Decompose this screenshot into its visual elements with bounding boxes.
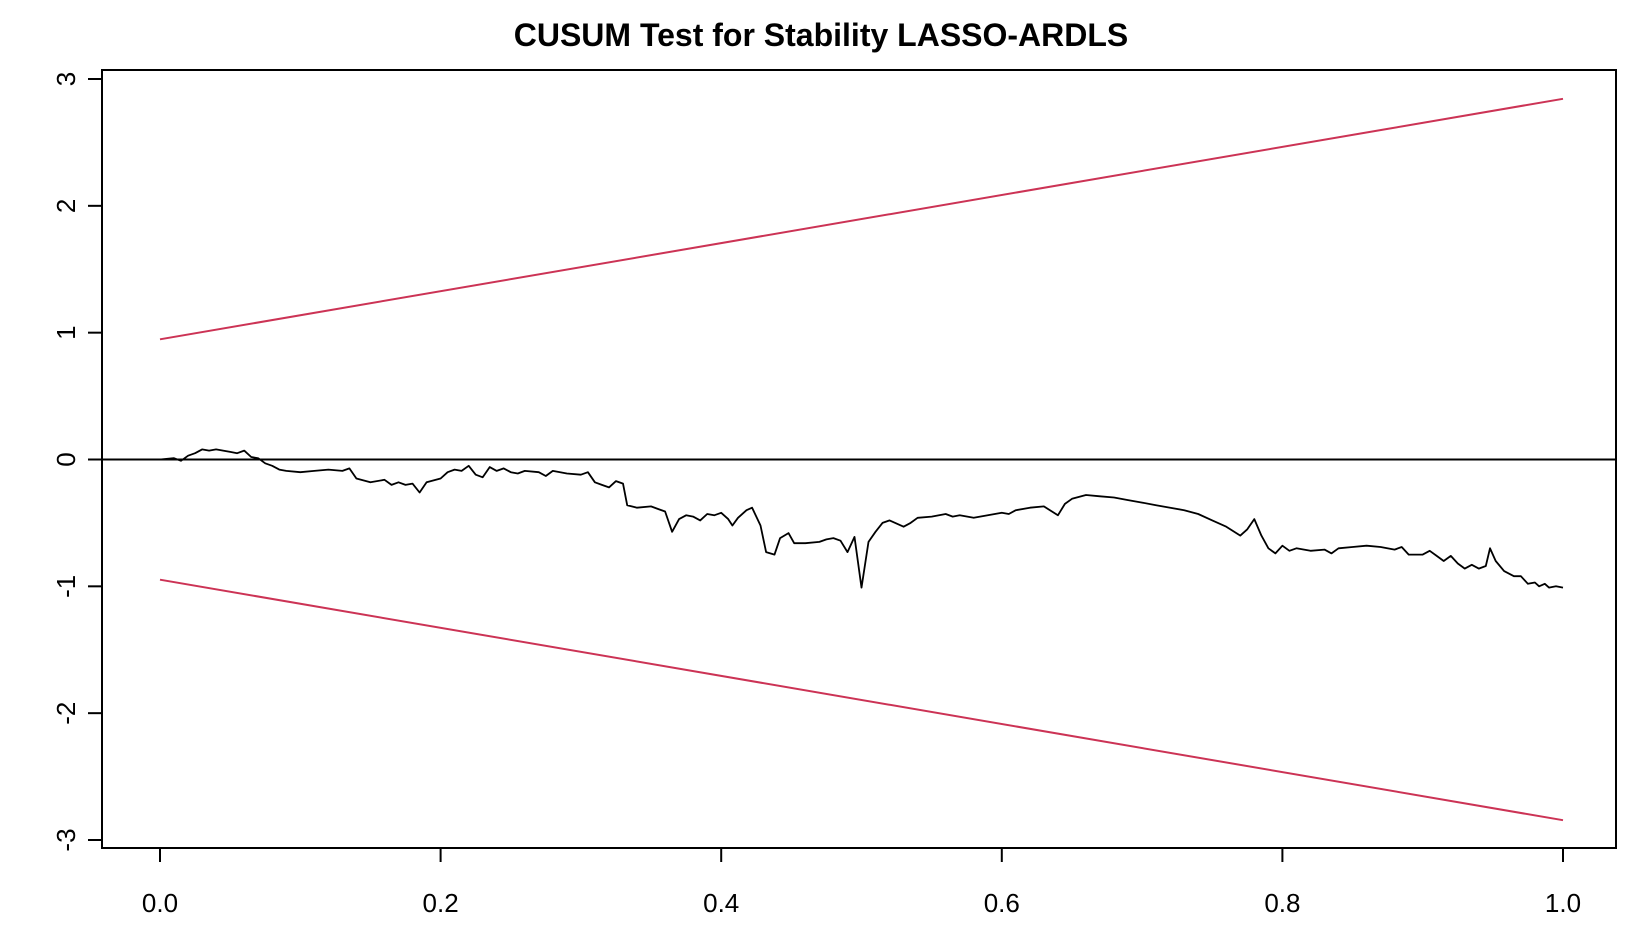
y-tick-label: 1 <box>51 325 81 339</box>
y-tick-label: -2 <box>51 702 81 725</box>
chart-title: CUSUM Test for Stability LASSO-ARDLS <box>514 17 1129 53</box>
x-tick-label: 0.8 <box>1264 888 1300 918</box>
x-tick-label: 0.6 <box>984 888 1020 918</box>
x-tick-label: 1.0 <box>1545 888 1581 918</box>
x-tick-label: 0.4 <box>703 888 739 918</box>
y-tick-label: 2 <box>51 199 81 213</box>
x-tick-label: 0.2 <box>423 888 459 918</box>
y-tick-label: 0 <box>51 452 81 466</box>
y-tick-label: -1 <box>51 575 81 598</box>
y-tick-label: 3 <box>51 72 81 86</box>
y-tick-label: -3 <box>51 828 81 851</box>
lower-bound-line <box>159 578 1564 822</box>
plot-marks <box>102 97 1616 822</box>
upper-bound-line <box>159 97 1564 341</box>
x-axis: 0.0 0.2 0.4 0.6 0.8 1.0 <box>142 848 1581 918</box>
cusum-line <box>159 448 1564 589</box>
y-axis: 3 2 1 0 -1 -2 -3 <box>51 72 102 852</box>
x-tick-label: 0.0 <box>142 888 178 918</box>
